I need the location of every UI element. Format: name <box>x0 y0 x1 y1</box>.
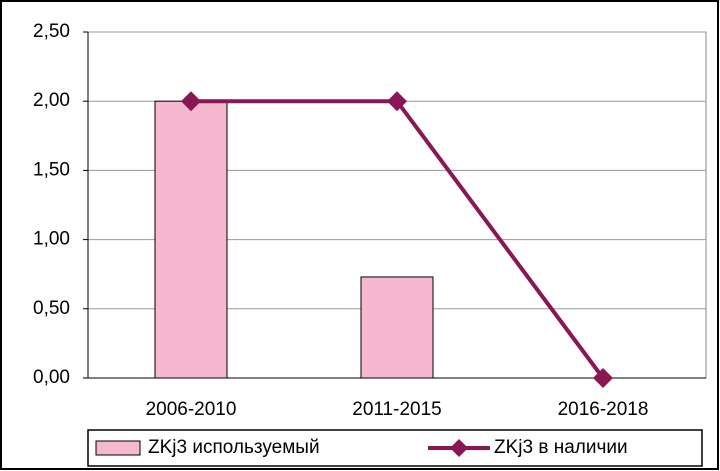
x-tick-label: 2016-2018 <box>558 399 649 420</box>
y-tick-label: 2,50 <box>33 21 70 42</box>
y-tick-label: 1,00 <box>33 229 70 250</box>
legend-label: ZKj3 в наличии <box>494 437 628 458</box>
marker <box>593 368 613 388</box>
x-tick-label: 2006-2010 <box>146 399 237 420</box>
bar <box>360 276 434 379</box>
y-tick-label: 2,00 <box>33 90 70 111</box>
y-tick-label: 1,50 <box>33 159 70 180</box>
y-tick-label: 0,50 <box>33 298 70 319</box>
y-tick-label: 0,00 <box>33 367 70 388</box>
legend-label: ZKj3 используемый <box>148 437 320 458</box>
legend-box <box>87 429 703 467</box>
legend-swatch <box>95 440 141 456</box>
x-tick-label: 2011-2015 <box>352 399 441 420</box>
marker <box>387 91 407 112</box>
legend-swatch <box>450 439 468 457</box>
bar <box>154 100 228 379</box>
marker <box>181 91 201 112</box>
